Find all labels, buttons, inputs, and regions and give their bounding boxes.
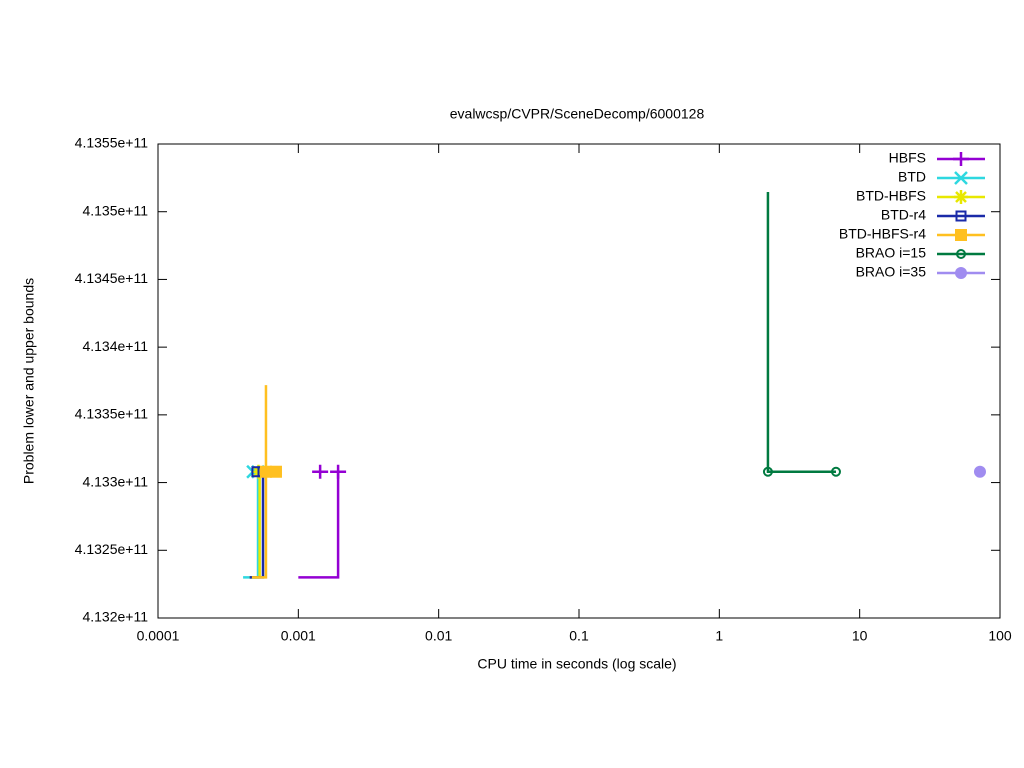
chart-title: evalwcsp/CVPR/SceneDecomp/6000128 [450, 106, 705, 122]
legend-label: BRAO i=15 [856, 245, 927, 261]
x-tick-label: 0.0001 [137, 628, 180, 644]
legend-label: HBFS [889, 150, 926, 166]
data-point [330, 464, 347, 479]
data-point [762, 466, 773, 477]
y-tick-label: 4.133e+11 [82, 473, 148, 489]
series-line [766, 191, 836, 473]
x-tick-label: 0.001 [281, 628, 316, 644]
data-point [259, 465, 272, 478]
y-tick-label: 4.1355e+11 [75, 135, 149, 151]
legend-marker [953, 152, 969, 166]
data-point [973, 465, 986, 478]
series-line [251, 385, 268, 579]
x-tick-label: 0.1 [569, 628, 589, 644]
y-tick-label: 4.1325e+11 [75, 541, 149, 557]
x-tick-label: 100 [988, 628, 1012, 644]
legend-label: BTD-r4 [881, 207, 926, 223]
data-point [830, 466, 841, 477]
y-tick-label: 4.135e+11 [82, 202, 148, 218]
y-tick-label: 4.1335e+11 [75, 406, 149, 422]
legend-marker [955, 210, 967, 222]
x-axis-label: CPU time in seconds (log scale) [477, 656, 676, 672]
legend-label: BRAO i=35 [856, 264, 927, 280]
legend-marker [954, 190, 968, 204]
y-axis-label: Problem lower and upper bounds [21, 278, 37, 484]
data-point [312, 464, 329, 479]
legend-label: BTD [898, 169, 926, 185]
data-point [269, 465, 282, 478]
x-tick-label: 10 [852, 628, 868, 644]
x-tick-label: 1 [715, 628, 723, 644]
y-tick-label: 4.1345e+11 [75, 270, 149, 286]
legend-label: BTD-HBFS-r4 [839, 226, 926, 242]
y-tick-label: 4.132e+11 [82, 609, 148, 625]
legend-marker [954, 171, 968, 185]
legend-marker [955, 267, 967, 279]
x-tick-label: 0.01 [425, 628, 452, 644]
legend-marker [956, 249, 966, 259]
y-tick-label: 4.134e+11 [82, 338, 148, 354]
series-line [298, 471, 340, 579]
legend-marker [955, 229, 967, 241]
legend-label: BTD-HBFS [856, 188, 926, 204]
